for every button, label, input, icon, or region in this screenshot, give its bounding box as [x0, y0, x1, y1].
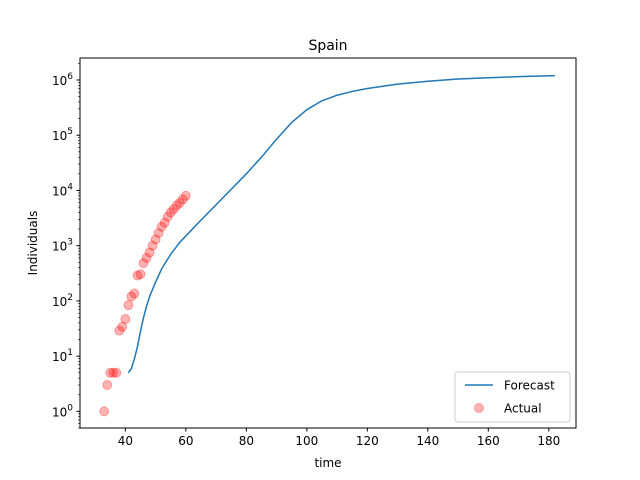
x-tick-label: 180: [537, 434, 560, 448]
y-tick-label: 106: [52, 72, 73, 88]
actual-point: [138, 258, 149, 269]
x-tick-label: 160: [477, 434, 500, 448]
actual-point: [150, 234, 161, 245]
forecast-line: [127, 74, 555, 374]
x-tick-label: 40: [118, 434, 133, 448]
actual-point: [174, 197, 185, 208]
y-axis: 100 101 102 103 104 105 106: [52, 63, 80, 429]
y-tick-label: 103: [52, 238, 73, 254]
actual-point: [105, 367, 116, 378]
actual-point: [120, 314, 131, 325]
y-tick-label: 101: [52, 348, 73, 364]
x-tick-label: 140: [416, 434, 439, 448]
x-tick-label: 60: [178, 434, 193, 448]
actual-point: [114, 325, 125, 336]
x-tick-label: 100: [295, 434, 318, 448]
actual-point: [159, 217, 170, 228]
actual-point: [141, 252, 152, 263]
actual-point: [180, 190, 191, 201]
actual-point: [147, 240, 158, 251]
x-axis: 40 60 80 100 120 140 160 180: [118, 428, 560, 448]
actual-point: [108, 367, 119, 378]
actual-point: [117, 321, 128, 332]
y-tick-label: 105: [52, 127, 73, 143]
actual-point: [123, 300, 134, 311]
y-axis-label: Individuals: [26, 211, 40, 276]
actual-point: [177, 194, 188, 205]
actual-point: [102, 380, 113, 391]
actual-point: [132, 270, 143, 281]
y-tick-label: 104: [52, 182, 73, 198]
y-tick-label: 102: [52, 293, 73, 309]
actual-point: [126, 291, 137, 302]
y-tick-label: 100: [52, 403, 73, 419]
x-tick-label: 80: [239, 434, 254, 448]
actual-point: [129, 288, 140, 299]
actual-point: [153, 227, 164, 238]
actual-point: [111, 367, 122, 378]
plot-frame: [79, 57, 577, 429]
legend-actual-swatch: [474, 403, 484, 413]
legend-actual-label: Actual: [504, 402, 542, 416]
actual-point: [135, 269, 146, 280]
legend: Forecast Actual: [454, 371, 571, 423]
actual-point: [171, 200, 182, 211]
actual-point: [99, 406, 110, 417]
actual-point: [162, 211, 173, 222]
x-tick-label: 120: [356, 434, 379, 448]
actual-point: [144, 247, 155, 258]
plot-area: [99, 74, 555, 417]
actual-point: [156, 221, 167, 232]
actual-point: [165, 207, 176, 218]
x-axis-label: time: [314, 456, 341, 470]
legend-forecast-label: Forecast: [504, 379, 555, 393]
chart-title: Spain: [308, 38, 347, 54]
actual-point: [168, 204, 179, 215]
